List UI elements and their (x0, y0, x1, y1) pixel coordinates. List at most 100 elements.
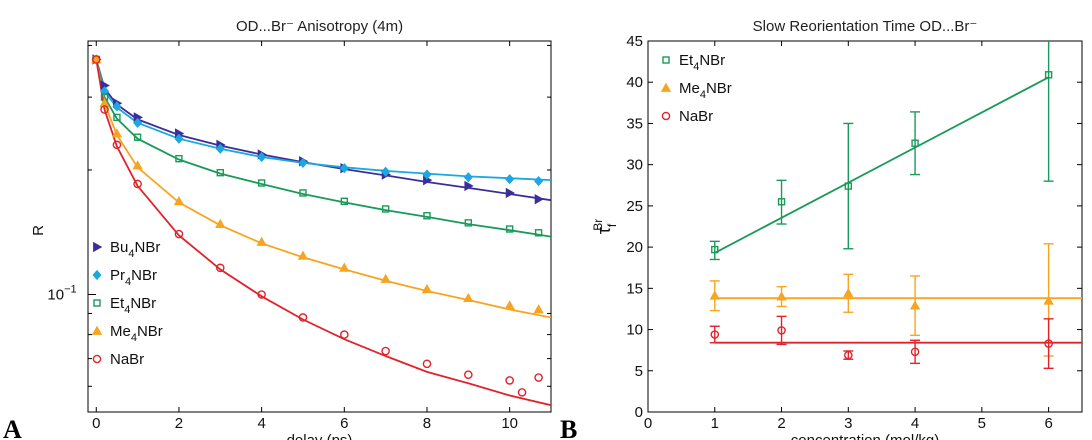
data-point-et (381, 205, 390, 213)
data-point-et (534, 229, 543, 237)
data-point-et (299, 189, 307, 197)
data-point-nabr (133, 179, 142, 189)
y-tick-label: 40 (626, 74, 643, 91)
fit-line-pr (95, 59, 551, 181)
x-axis-label: delay (ps) (287, 432, 353, 440)
panel-label: B (560, 415, 577, 440)
data-point-et (911, 139, 919, 147)
data-point-pr (339, 163, 349, 174)
data-point-me (339, 262, 350, 272)
legend-label-subscript: 4 (128, 248, 134, 260)
data-point-pr (298, 157, 308, 169)
data-point-me (709, 290, 720, 300)
legend-label-name: Me (110, 323, 131, 340)
data-point-et (777, 198, 786, 206)
legend-marker-et (662, 56, 670, 64)
x-tick-label: 10 (501, 415, 518, 432)
legend-label: Me4NBr (679, 80, 732, 101)
legend-marker-pr (92, 269, 102, 281)
legend-label-subscript: 4 (693, 61, 699, 73)
legend-label-suffix: NBr (130, 295, 156, 312)
legend-marker-me (660, 82, 672, 92)
data-point-me (380, 273, 391, 283)
data-point-bu (534, 193, 544, 205)
y-axis-label-superscript: Br (591, 219, 605, 231)
legend-label: NaBr (679, 108, 713, 125)
data-point-et (340, 197, 349, 205)
data-point-pr (174, 133, 184, 144)
data-point-nabr (777, 326, 786, 335)
data-point-nabr (517, 388, 527, 397)
legend-marker-et (93, 299, 101, 307)
data-point-et (175, 154, 183, 163)
chart-title: OD...Br⁻ Anisotropy (4m) (236, 18, 403, 35)
panel-label: A (3, 415, 22, 440)
legend-label: Pr4NBr (110, 267, 157, 288)
data-point-nabr (257, 290, 266, 299)
data-point-me (297, 250, 309, 260)
data-point-me (215, 218, 226, 228)
y-tick-exponent: −1 (64, 284, 77, 296)
legend-label-suffix: NBr (131, 267, 157, 284)
data-point-nabr (298, 313, 308, 322)
data-point-bu (464, 180, 474, 192)
data-point-nabr (534, 373, 543, 382)
data-point-nabr (505, 376, 514, 385)
chart-title: Slow Reorientation Time OD...Br⁻ (753, 18, 978, 35)
x-tick-label: 3 (844, 415, 852, 432)
plot-area (647, 40, 1083, 413)
data-point-me (421, 283, 433, 294)
x-axis-label: concentration (mol/kg) (791, 432, 939, 440)
data-point-nabr (422, 359, 432, 369)
fit-line-me (95, 59, 551, 319)
legend-label-name: Et (110, 295, 125, 312)
x-tick-label: 2 (777, 415, 785, 432)
data-point-me (463, 292, 474, 303)
fit-line-et (95, 59, 551, 238)
legend-label-name: Bu (110, 239, 128, 256)
y-tick-label: 5 (635, 363, 643, 380)
legend-label: Et4NBr (679, 52, 725, 73)
data-point-et (844, 182, 853, 190)
x-tick-label: 0 (644, 415, 652, 432)
y-axis-label-symbol: τ (594, 227, 614, 234)
x-tick-label: 1 (711, 415, 719, 432)
x-tick-label: 6 (340, 415, 348, 432)
data-point-pr (133, 117, 143, 128)
legend-label-suffix: NBr (137, 323, 163, 340)
legend-marker-bu (93, 241, 103, 253)
y-axis-label: τfBr (591, 219, 619, 234)
data-point-pr (463, 172, 473, 183)
data-point-et (113, 113, 121, 122)
legend-label-name: Me (679, 80, 700, 97)
y-axis-label: R (30, 225, 47, 236)
data-point-me (256, 236, 267, 246)
legend-label-name: NaBr (679, 108, 713, 125)
legend-label-subscript: 4 (125, 276, 131, 288)
legend-marker-me (91, 325, 103, 335)
legend-label-subscript: 4 (131, 332, 137, 344)
data-point-et (216, 168, 224, 177)
data-point-nabr (464, 370, 473, 379)
data-point-me (173, 195, 185, 206)
data-point-et (464, 219, 473, 227)
legend-label-subscript: 4 (700, 89, 706, 101)
data-point-et (257, 179, 266, 187)
data-point-pr (505, 174, 515, 185)
legend-label: Bu4NBr (110, 239, 160, 260)
x-tick-label: 6 (1044, 415, 1052, 432)
legend-label: NaBr (110, 351, 144, 368)
data-point-et (505, 225, 514, 233)
y-tick-base: 10 (47, 287, 64, 304)
data-point-et (133, 133, 142, 141)
y-tick-label: 25 (626, 198, 643, 215)
y-tick-label: 10 (626, 322, 643, 339)
data-point-me (111, 128, 123, 138)
legend-label-subscript: 4 (124, 304, 130, 316)
legend-label-suffix: NBr (134, 239, 160, 256)
data-point-me (99, 97, 110, 108)
legend-label-suffix: NBr (706, 80, 732, 97)
data-point-pr (215, 143, 225, 154)
y-tick-label: 10−1 (47, 284, 76, 304)
data-point-nabr (174, 229, 184, 239)
